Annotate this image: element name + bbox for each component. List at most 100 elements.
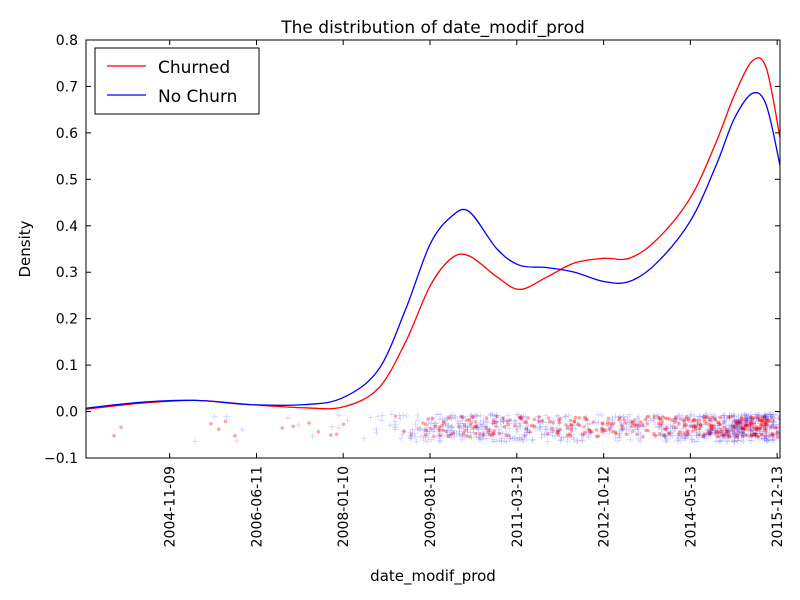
rug-point-churned bbox=[519, 417, 524, 421]
rug-point-no-churn bbox=[765, 422, 771, 428]
rug-point-churned bbox=[715, 429, 719, 433]
rug-point-no-churn bbox=[733, 424, 740, 431]
rug-point-no-churn bbox=[703, 431, 710, 438]
rug-point-no-churn bbox=[491, 413, 498, 420]
rug-point-no-churn bbox=[373, 429, 380, 436]
rug-point-no-churn bbox=[737, 429, 744, 436]
rug-point-no-churn bbox=[703, 435, 709, 442]
rug-point-churned bbox=[767, 419, 772, 424]
rug-point-churned bbox=[726, 415, 731, 420]
rug-point-churned bbox=[744, 419, 748, 423]
rug-point-churned bbox=[717, 421, 721, 426]
rug-point-no-churn bbox=[437, 437, 444, 444]
rug-point-no-churn bbox=[635, 426, 642, 432]
rug-point-churned bbox=[441, 421, 446, 425]
rug-point-churned bbox=[659, 421, 664, 426]
rug-point-churned bbox=[468, 423, 473, 428]
y-tick-label: 0.7 bbox=[56, 79, 78, 95]
rug-point-no-churn bbox=[665, 431, 672, 438]
rug-point-no-churn bbox=[698, 432, 705, 439]
rug-point-no-churn bbox=[762, 414, 769, 421]
rug-point-no-churn bbox=[769, 423, 776, 430]
rug-point-no-churn bbox=[761, 435, 768, 442]
rug-point-churned bbox=[456, 424, 461, 429]
rug-point-no-churn bbox=[764, 418, 771, 425]
rug-point-no-churn bbox=[707, 429, 714, 436]
rug-point-no-churn bbox=[493, 412, 500, 419]
rug-point-churned bbox=[537, 419, 541, 424]
rug-point-no-churn bbox=[506, 420, 512, 427]
rug-point-no-churn bbox=[669, 428, 676, 434]
rug-point-churned bbox=[732, 424, 737, 429]
rug-point-no-churn bbox=[618, 427, 625, 434]
rug-point-no-churn bbox=[738, 437, 745, 444]
rug-point-no-churn bbox=[518, 413, 525, 420]
rug-point-no-churn bbox=[523, 436, 530, 443]
rug-point-no-churn bbox=[335, 412, 342, 419]
rug-point-no-churn bbox=[756, 414, 763, 421]
rug-point-churned bbox=[481, 433, 486, 438]
rug-point-no-churn bbox=[708, 432, 714, 439]
rug-point-no-churn bbox=[674, 432, 681, 439]
rug-point-churned bbox=[741, 426, 746, 431]
rug-point-no-churn bbox=[618, 425, 625, 432]
rug-point-churned bbox=[738, 420, 743, 424]
rug-point-no-churn bbox=[489, 420, 496, 427]
rug-point-no-churn bbox=[696, 428, 703, 435]
rug-point-churned bbox=[522, 420, 527, 424]
rug-point-no-churn bbox=[625, 420, 631, 427]
rug-point-no-churn bbox=[770, 414, 776, 421]
rug-point-churned bbox=[740, 426, 744, 430]
rug-point-churned bbox=[759, 432, 764, 437]
y-tick-label: 0.6 bbox=[56, 126, 78, 142]
rug-point-churned bbox=[426, 417, 430, 421]
rug-point-no-churn bbox=[679, 413, 686, 420]
rug-point-no-churn bbox=[761, 411, 768, 418]
rug-point-churned bbox=[718, 422, 722, 427]
rug-point-churned bbox=[551, 429, 555, 433]
rug-point-churned bbox=[423, 422, 428, 427]
rug-point-no-churn bbox=[452, 413, 459, 420]
rug-point-churned bbox=[572, 419, 577, 424]
rug-point-no-churn bbox=[740, 432, 747, 439]
rug-point-no-churn bbox=[762, 428, 769, 435]
rug-point-churned bbox=[667, 417, 672, 421]
rug-point-no-churn bbox=[616, 434, 623, 441]
rug-point-churned bbox=[735, 433, 740, 438]
rug-point-churned bbox=[603, 428, 608, 433]
rug-point-churned bbox=[112, 433, 116, 438]
rug-point-no-churn bbox=[707, 427, 714, 433]
rug-point-churned bbox=[429, 426, 433, 431]
rug-point-no-churn bbox=[743, 422, 750, 429]
rug-point-no-churn bbox=[720, 433, 727, 440]
rug-point-no-churn bbox=[655, 424, 661, 431]
rug-point-churned bbox=[576, 422, 580, 427]
rug-point-churned bbox=[506, 423, 510, 427]
rug-point-no-churn bbox=[701, 431, 707, 438]
rug-point-no-churn bbox=[658, 413, 665, 420]
rug-point-churned bbox=[709, 424, 713, 428]
rug-point-no-churn bbox=[446, 431, 453, 438]
rug-point-no-churn bbox=[456, 428, 463, 435]
rug-point-no-churn bbox=[616, 430, 623, 437]
rug-point-no-churn bbox=[760, 413, 767, 420]
rug-point-churned bbox=[686, 432, 690, 436]
rug-point-no-churn bbox=[762, 413, 769, 420]
rug-point-no-churn bbox=[718, 414, 725, 421]
rug-point-no-churn bbox=[745, 417, 751, 424]
rug-point-no-churn bbox=[501, 438, 508, 444]
rug-point-no-churn bbox=[636, 429, 642, 436]
rug-point-no-churn bbox=[761, 423, 768, 430]
rug-point-no-churn bbox=[619, 426, 626, 433]
rug-point-no-churn bbox=[724, 438, 731, 445]
rug-point-churned bbox=[608, 421, 612, 426]
rug-point-churned bbox=[693, 424, 698, 429]
rug-point-no-churn bbox=[729, 422, 736, 429]
rug-point-churned bbox=[432, 434, 436, 439]
plot-frame bbox=[85, 39, 781, 459]
rug-point-no-churn bbox=[459, 417, 466, 424]
rug-point-churned bbox=[686, 418, 691, 422]
rug-point-churned bbox=[749, 421, 753, 426]
rug-point-churned bbox=[444, 429, 448, 434]
rug-point-no-churn bbox=[470, 429, 477, 436]
